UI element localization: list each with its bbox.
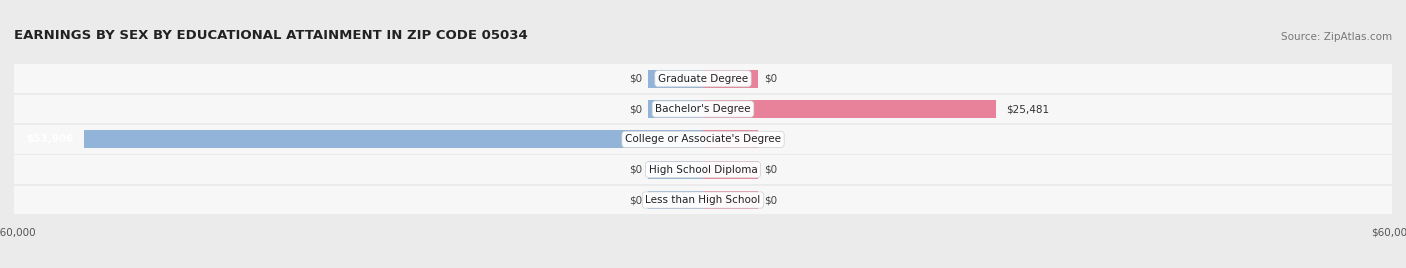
Text: $0: $0 bbox=[763, 134, 776, 144]
Bar bbox=[648, 100, 703, 118]
Bar bbox=[648, 191, 703, 209]
Text: Bachelor's Degree: Bachelor's Degree bbox=[655, 104, 751, 114]
Text: $25,481: $25,481 bbox=[1005, 104, 1049, 114]
Text: Less than High School: Less than High School bbox=[645, 195, 761, 205]
Text: $0: $0 bbox=[630, 165, 643, 175]
Bar bbox=[703, 70, 758, 88]
Bar bbox=[14, 64, 1392, 93]
Bar bbox=[703, 161, 758, 179]
Text: $0: $0 bbox=[630, 104, 643, 114]
Text: $0: $0 bbox=[763, 74, 776, 84]
Bar bbox=[84, 130, 703, 148]
Text: $53,906: $53,906 bbox=[27, 134, 73, 144]
Bar bbox=[648, 161, 703, 179]
Text: High School Diploma: High School Diploma bbox=[648, 165, 758, 175]
Text: $0: $0 bbox=[630, 74, 643, 84]
Text: $0: $0 bbox=[763, 165, 776, 175]
Text: College or Associate's Degree: College or Associate's Degree bbox=[626, 134, 780, 144]
Bar bbox=[14, 125, 1392, 154]
Text: $0: $0 bbox=[763, 195, 776, 205]
Bar bbox=[703, 191, 758, 209]
Bar bbox=[14, 155, 1392, 184]
Bar bbox=[703, 100, 995, 118]
Text: $0: $0 bbox=[630, 195, 643, 205]
Bar bbox=[703, 130, 758, 148]
Text: EARNINGS BY SEX BY EDUCATIONAL ATTAINMENT IN ZIP CODE 05034: EARNINGS BY SEX BY EDUCATIONAL ATTAINMEN… bbox=[14, 29, 527, 42]
Bar bbox=[648, 70, 703, 88]
Text: Graduate Degree: Graduate Degree bbox=[658, 74, 748, 84]
Bar bbox=[14, 186, 1392, 214]
Text: Source: ZipAtlas.com: Source: ZipAtlas.com bbox=[1281, 32, 1392, 42]
Bar bbox=[14, 95, 1392, 123]
